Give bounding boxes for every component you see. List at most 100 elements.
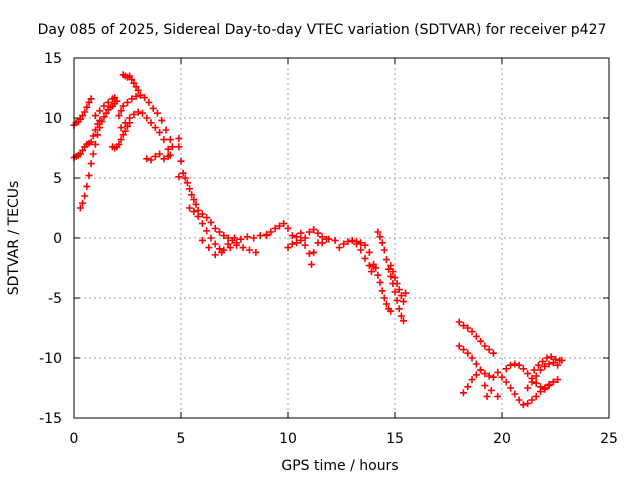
y-tick-label: 5: [53, 171, 62, 187]
data-point: [198, 236, 206, 244]
x-tick-label: 5: [177, 431, 186, 447]
data-point: [537, 366, 545, 374]
data-point: [389, 268, 397, 276]
data-point: [305, 228, 313, 236]
data-point: [85, 172, 93, 180]
data-point: [100, 102, 108, 110]
data-point: [96, 107, 104, 115]
data-point: [115, 140, 123, 148]
data-point: [485, 346, 493, 354]
x-axis-label: GPS time / hours: [281, 458, 398, 474]
data-point: [91, 112, 99, 120]
data-point: [534, 361, 542, 369]
data-point: [275, 222, 283, 230]
data-point: [119, 102, 127, 110]
data-point: [83, 182, 91, 190]
data-point: [160, 155, 168, 163]
y-tick-label: -10: [39, 351, 62, 367]
data-point: [532, 392, 540, 400]
data-point: [380, 294, 388, 302]
x-tick-label: 0: [70, 431, 79, 447]
data-point: [239, 244, 247, 252]
data-point: [489, 373, 497, 381]
data-point: [539, 358, 547, 366]
data-point: [547, 353, 555, 361]
data-point: [455, 342, 463, 350]
data-point: [224, 240, 232, 248]
data-point: [203, 227, 211, 235]
data-point: [188, 191, 196, 199]
data-point: [216, 228, 224, 236]
data-point: [76, 204, 84, 212]
data-point: [293, 239, 301, 247]
data-point: [205, 244, 213, 252]
data-point: [357, 246, 365, 254]
data-point: [151, 124, 159, 132]
data-point: [489, 349, 497, 357]
data-point: [543, 354, 551, 362]
x-tick-labels: 0 5 10 15 20 25: [70, 431, 618, 447]
data-point: [305, 250, 313, 258]
data-point: [459, 322, 467, 330]
data-point: [130, 110, 138, 118]
data-point: [549, 378, 557, 386]
data-point: [126, 72, 134, 80]
data-point: [532, 379, 540, 387]
data-point: [143, 114, 151, 122]
data-point: [156, 128, 164, 136]
data-point: [87, 160, 95, 168]
data-point: [263, 232, 271, 240]
data-point: [393, 296, 401, 304]
data-point: [85, 98, 93, 106]
data-point: [481, 370, 489, 378]
data-point: [190, 208, 198, 216]
data-point: [519, 401, 527, 409]
data-point: [297, 236, 305, 244]
data-point: [374, 271, 382, 279]
data-point: [468, 328, 476, 336]
data-point: [335, 244, 343, 252]
data-point: [156, 150, 164, 158]
data-point: [149, 104, 157, 112]
data-point: [147, 156, 155, 164]
data-point: [483, 392, 491, 400]
data-point: [83, 103, 91, 111]
data-point: [378, 287, 386, 295]
y-tick-label: 0: [53, 231, 62, 247]
data-point: [554, 361, 562, 369]
data-point: [138, 109, 146, 117]
data-point: [314, 229, 322, 237]
data-point: [367, 268, 375, 276]
y-tick-label: -5: [48, 291, 62, 307]
data-point: [552, 355, 559, 363]
data-point: [308, 260, 316, 268]
data-point: [325, 235, 333, 243]
data-point: [284, 244, 292, 252]
data-point: [464, 349, 472, 357]
data-point: [136, 91, 144, 99]
data-point: [211, 251, 219, 259]
data-point: [102, 109, 110, 117]
data-point: [301, 241, 309, 249]
data-point: [472, 371, 480, 379]
data-point: [318, 239, 326, 247]
data-point: [117, 136, 125, 144]
data-point: [104, 98, 112, 106]
data-point: [79, 199, 87, 207]
data-point: [164, 145, 172, 153]
data-point: [387, 272, 395, 280]
data-point: [515, 396, 523, 404]
data-point: [378, 239, 386, 247]
data-point: [558, 356, 566, 364]
data-point: [166, 136, 174, 144]
data-point: [207, 234, 215, 242]
data-point: [186, 204, 194, 212]
grid-lines: [74, 58, 609, 418]
data-point: [387, 307, 395, 315]
data-point: [494, 368, 502, 376]
data-point: [288, 232, 296, 240]
data-point: [237, 235, 245, 243]
data-point: [481, 382, 489, 390]
data-points: [70, 71, 566, 409]
data-point: [143, 155, 151, 163]
